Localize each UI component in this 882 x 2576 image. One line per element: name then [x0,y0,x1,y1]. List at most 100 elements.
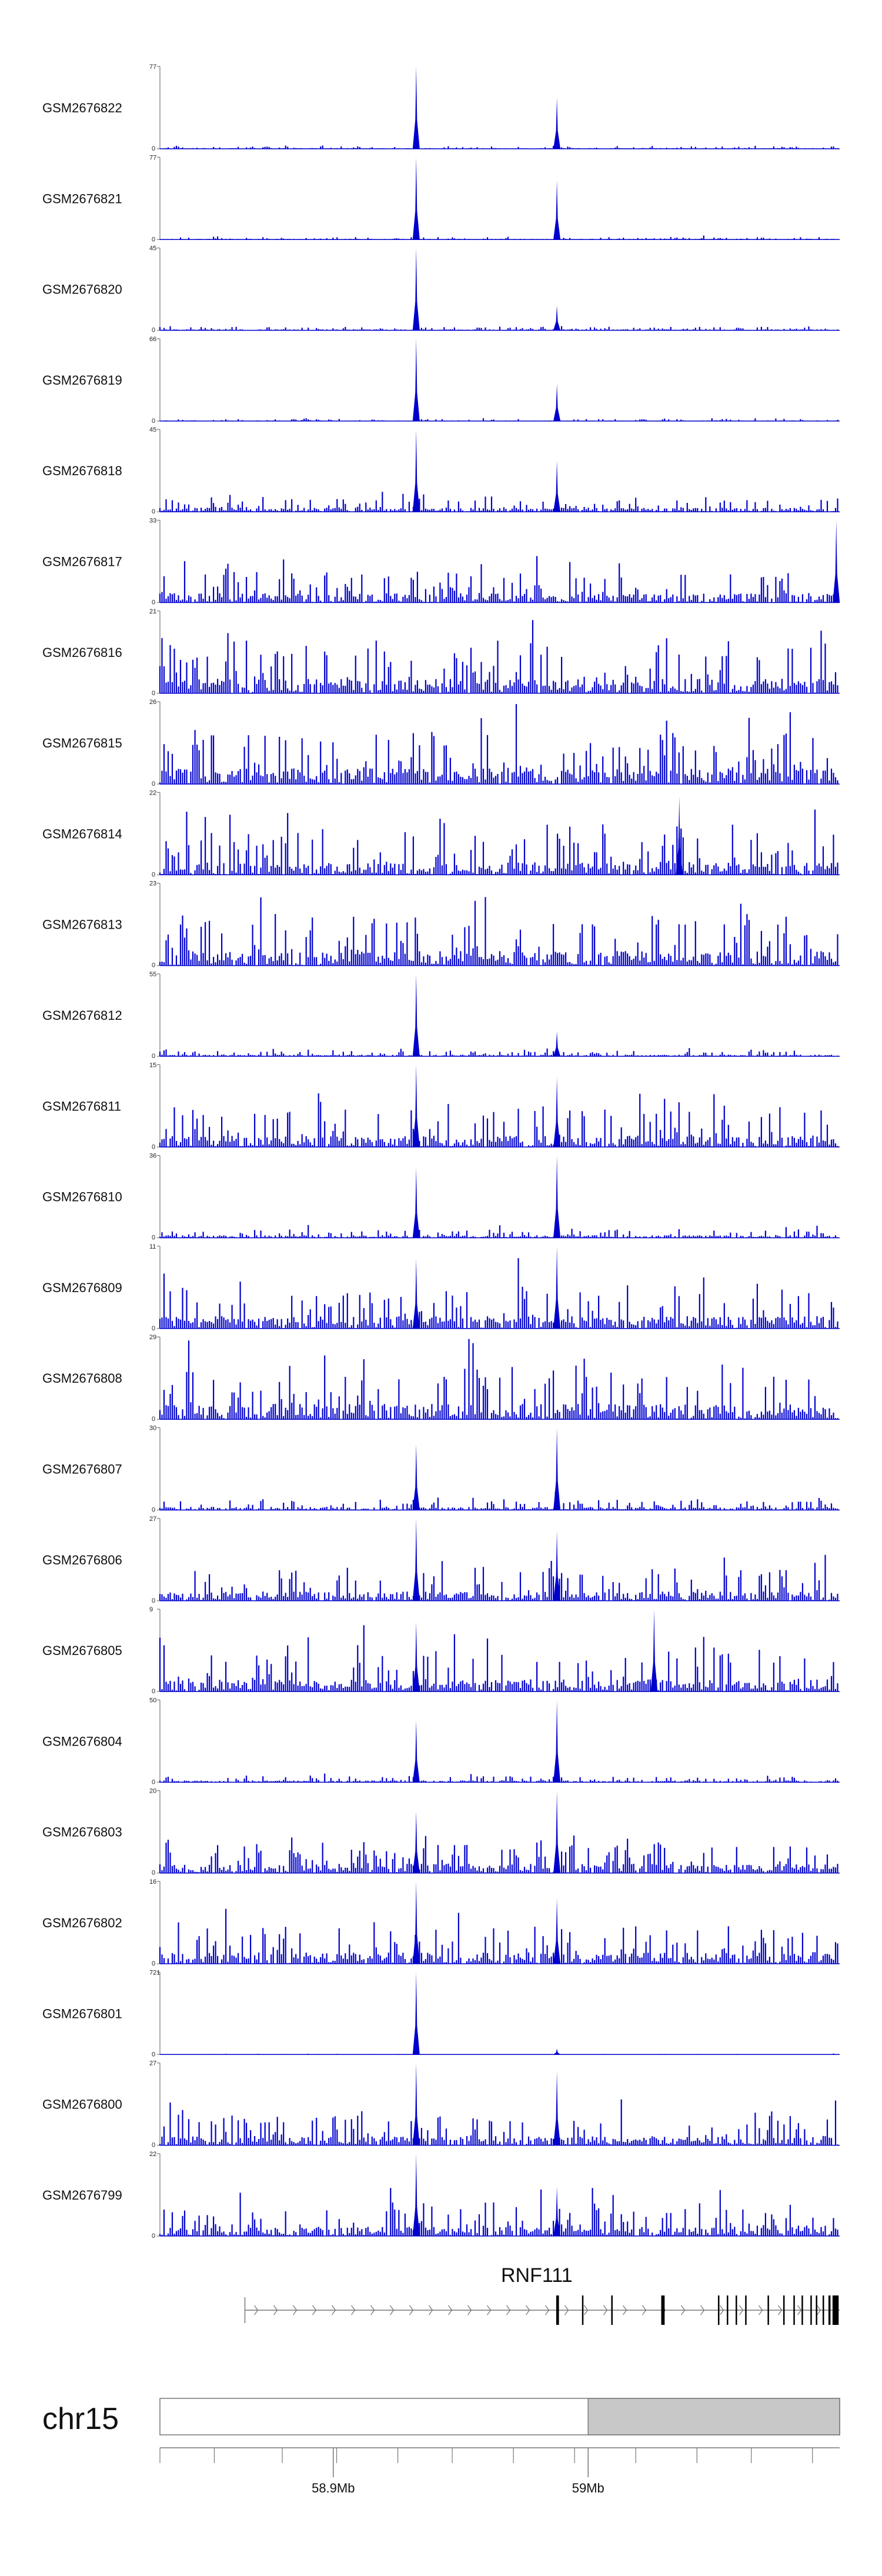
y-min-label: 0 [152,599,155,606]
y-max-label: 36 [149,1153,156,1160]
y-min-label: 0 [152,2051,155,2058]
chromosome-ideogram: chr15 58.9Mb 59Mb [42,2398,840,2495]
y-min-label: 0 [152,236,155,243]
y-max-label: 55 [149,971,156,978]
signal-track: GSM2676802 16 0 [42,1878,840,1967]
strand-arrow [700,2305,705,2315]
y-min-label: 0 [152,2233,155,2240]
track-label: GSM2676820 [42,282,122,297]
signal-track: GSM2676815 26 0 [42,699,840,788]
y-max-label: 22 [149,789,156,796]
signal-peak [650,1609,658,1692]
strand-arrow [525,2305,530,2315]
y-max-label: 77 [149,154,156,161]
y-max-label: 23 [149,880,156,887]
y-min-label: 0 [152,962,155,969]
signal-peak [553,2048,561,2055]
signal-track: GSM2676812 55 0 [42,971,840,1060]
signal-track: GSM2676807 30 0 [42,1425,840,1514]
track-label: GSM2676808 [42,1371,122,1386]
ideogram-band [587,2398,840,2435]
track-label: GSM2676806 [42,1553,122,1567]
signal-bars [159,2188,838,2236]
signal-track: GSM2676804 50 0 [42,1697,840,1786]
signal-bars [159,1048,838,1056]
y-min-label: 0 [152,508,155,515]
signal-track: GSM2676820 45 0 [42,245,840,334]
strand-arrow [583,2305,589,2315]
gene-exon [823,2295,824,2325]
y-max-label: 66 [149,336,156,343]
gene-exon [793,2295,795,2325]
signal-track: GSM2676818 45 0 [42,426,840,515]
signal-peak [553,98,561,149]
y-max-label: 26 [149,699,156,706]
signal-bars [159,704,838,785]
y-max-label: 27 [149,1516,156,1523]
gene-exon [810,2295,812,2325]
signal-bars [159,556,838,603]
y-min-label: 0 [152,2142,155,2149]
signal-track: GSM2676813 23 0 [42,880,840,969]
signal-track: GSM2676806 27 0 [42,1516,840,1604]
signal-bars [159,1093,838,1147]
gene-exon [832,2295,839,2325]
signal-bars [159,1625,838,1692]
gene-exon [801,2295,803,2325]
signal-track: GSM2676822 77 0 [42,64,840,152]
strand-arrow [370,2305,375,2315]
signal-peak [412,974,420,1056]
y-min-label: 0 [152,1778,155,1786]
signal-track: GSM2676814 22 0 [42,789,840,878]
signal-peak [412,1811,420,1873]
gene-exon [828,2295,831,2325]
signal-track: GSM2676811 15 0 [42,1062,840,1150]
gene-exon [717,2295,720,2325]
signal-peak [412,1621,420,1692]
signal-peak [412,66,420,149]
signal-peak [412,429,420,512]
y-max-label: 29 [149,1334,156,1341]
strand-arrow [331,2305,336,2315]
strand-arrow [486,2305,492,2315]
y-max-label: 15 [149,1062,156,1069]
strand-arrow [564,2305,569,2315]
signal-bars [159,1836,838,1873]
strand-arrow [680,2305,686,2315]
y-max-label: 45 [149,245,156,252]
strand-arrow [816,2305,821,2315]
strand-arrow [409,2305,414,2315]
y-min-label: 0 [152,418,155,425]
track-label: GSM2676815 [42,736,122,750]
y-min-label: 0 [152,1325,155,1332]
signal-bars [159,897,838,966]
y-max-label: 50 [149,1697,156,1704]
track-label: GSM2676813 [42,917,122,932]
y-min-label: 0 [152,1960,155,1967]
track-label: GSM2676818 [42,463,122,478]
strand-arrow [350,2305,356,2315]
track-label: GSM2676801 [42,2006,122,2021]
signal-peak [412,248,420,331]
gene-exon [611,2295,613,2325]
y-min-label: 0 [152,327,155,334]
gene-exon [816,2295,817,2325]
signal-track: GSM2676810 36 0 [42,1153,840,1242]
track-label: GSM2676817 [42,555,122,569]
track-label: GSM2676809 [42,1280,122,1295]
strand-arrow [603,2305,608,2315]
signal-peak [553,305,561,331]
y-min-label: 0 [152,1507,155,1514]
signal-bars [159,1491,838,1510]
y-min-label: 0 [152,145,155,152]
gene-annotation-track: RNF111 [244,2264,840,2325]
track-label: GSM2676805 [42,1643,122,1658]
signal-peak [412,1972,420,2055]
signal-peak [553,2071,561,2145]
signal-track: GSM2676805 9 0 [42,1606,840,1695]
strand-arrow [797,2305,802,2315]
track-label: GSM2676802 [42,1916,122,1930]
signal-peak [553,1155,561,1238]
strand-arrow [506,2305,511,2315]
signal-peak [412,2063,420,2145]
